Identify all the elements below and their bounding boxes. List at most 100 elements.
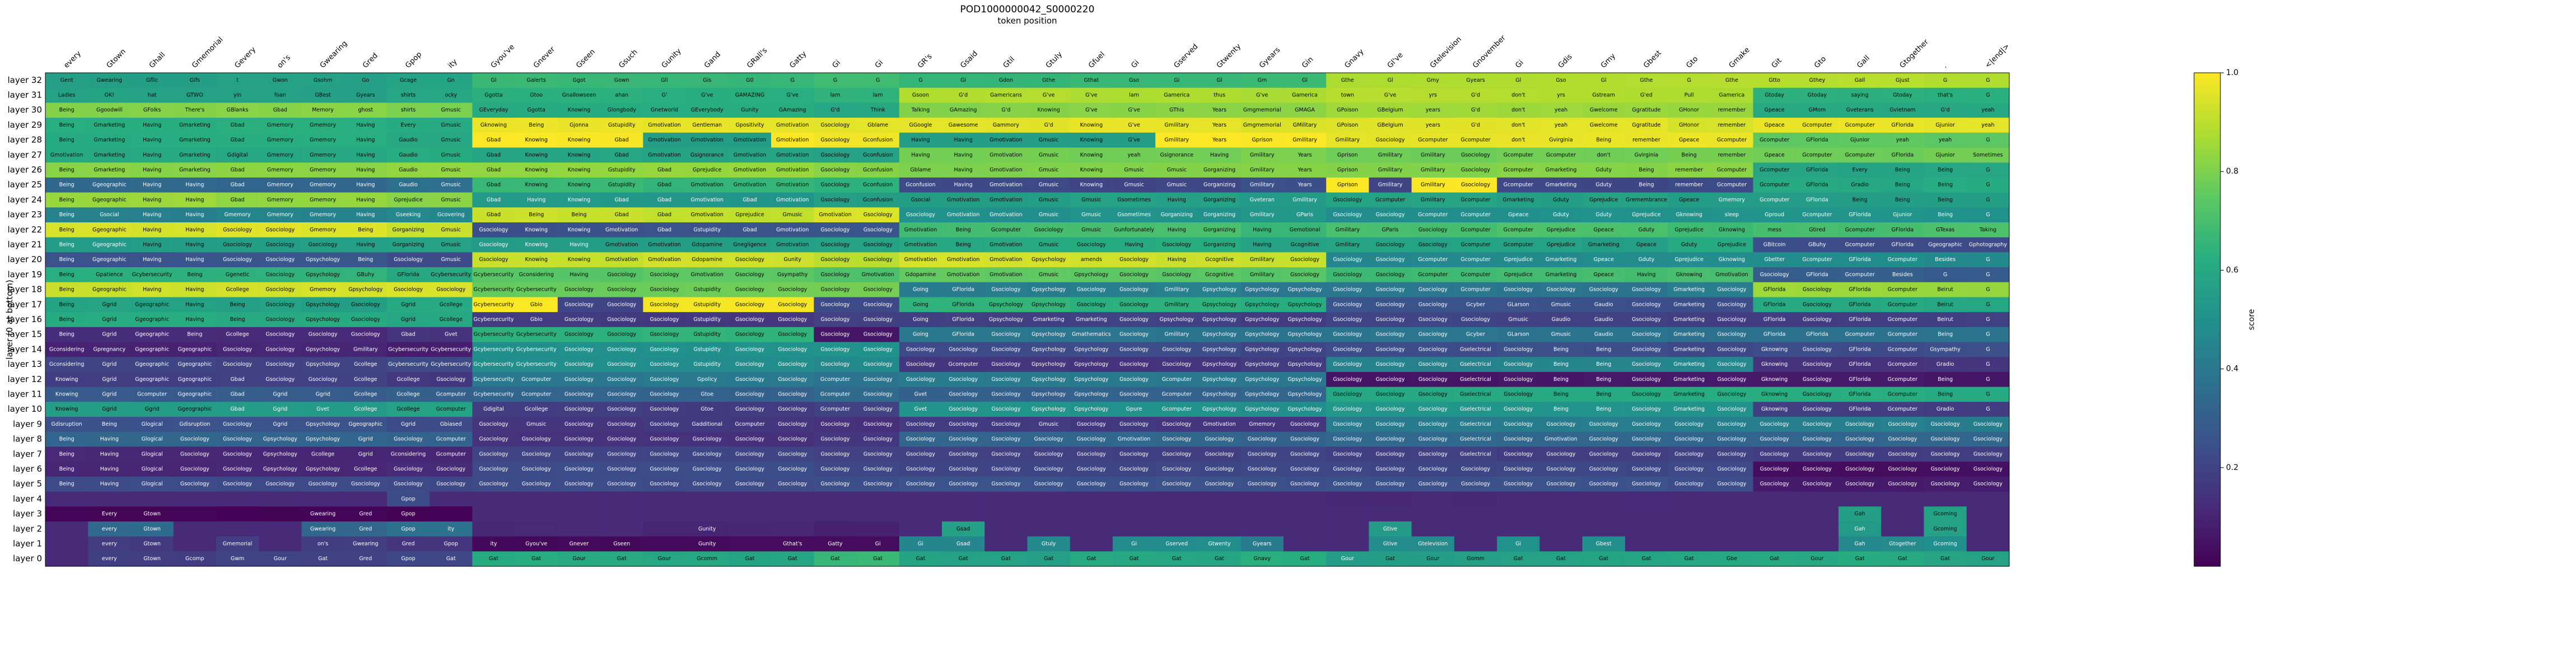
cell-label: Gbad bbox=[615, 137, 629, 143]
heatmap-cell bbox=[1881, 402, 1924, 417]
cell-label: Gnallowseen bbox=[562, 92, 596, 99]
heatmap-cell bbox=[1112, 446, 1156, 462]
y-tick-label: layer 13 bbox=[8, 359, 43, 369]
cell-label: Gsociology bbox=[864, 257, 893, 263]
heatmap-cell bbox=[942, 103, 985, 118]
cell-label: Gpsychology bbox=[306, 301, 340, 308]
heatmap-cell bbox=[430, 297, 473, 313]
heatmap-cell bbox=[1710, 252, 1753, 268]
cell-label: Gsociology bbox=[522, 466, 551, 472]
x-tick-labels: every Gtown Ghall Gmemorial Gevery on's Gweari… bbox=[62, 34, 2011, 70]
cell-label: Gour bbox=[1426, 556, 1439, 562]
cell-label: Gsociology bbox=[1290, 272, 1319, 278]
cell-label: Gtive bbox=[1383, 526, 1397, 532]
cell-label: Gred bbox=[359, 556, 372, 562]
heatmap-cell bbox=[173, 192, 217, 208]
heatmap-cell bbox=[1112, 267, 1156, 283]
cell-label: Having bbox=[185, 257, 204, 263]
cell-label: GFlorida bbox=[1849, 212, 1871, 218]
heatmap-cell bbox=[216, 371, 259, 388]
heatmap-cell bbox=[130, 521, 174, 537]
cell-label: Gsociology bbox=[1205, 436, 1234, 443]
cell-label: Gduty bbox=[1595, 212, 1612, 218]
cell-label: Gsociology bbox=[1333, 466, 1362, 472]
cell-label: G bbox=[1986, 272, 1990, 278]
cell-label: Ggeographic bbox=[178, 346, 212, 352]
x-tick-label: Gtuly bbox=[1044, 50, 1064, 69]
cell-label: Gmarketing bbox=[94, 122, 125, 128]
heatmap-cell bbox=[899, 476, 942, 492]
cell-label: Going bbox=[913, 332, 928, 338]
heatmap-cell bbox=[88, 132, 131, 148]
heatmap-cell bbox=[1924, 118, 1967, 133]
cell-label: Gadditional bbox=[692, 421, 722, 427]
heatmap-cell bbox=[344, 446, 388, 462]
cell-label: Gat bbox=[830, 556, 840, 562]
heatmap-cell bbox=[643, 162, 686, 178]
heatmap-cell bbox=[557, 222, 601, 238]
heatmap-cell bbox=[1625, 521, 1668, 537]
heatmap-cell bbox=[88, 491, 131, 507]
heatmap-cell bbox=[1966, 387, 2010, 402]
heatmap-cell bbox=[301, 87, 345, 103]
cell-label: Gmathematics bbox=[1072, 332, 1111, 338]
heatmap-cell bbox=[1539, 252, 1583, 268]
cell-label: Gmotivation bbox=[990, 212, 1022, 218]
cell-label: Gseeking bbox=[396, 212, 421, 218]
heatmap-cell bbox=[1710, 342, 1753, 357]
heatmap-cell bbox=[984, 132, 1028, 148]
heatmap-cell bbox=[1795, 267, 1839, 283]
heatmap-cell bbox=[1966, 282, 2010, 297]
heatmap-cell bbox=[1582, 312, 1626, 328]
heatmap-cell bbox=[643, 506, 686, 522]
cell-label: Gl bbox=[1388, 77, 1393, 83]
heatmap-cell bbox=[1027, 506, 1071, 522]
cell-label: Gstupidity bbox=[693, 301, 721, 308]
cell-label: Gsociology bbox=[991, 436, 1020, 443]
cell-label: Ggeographic bbox=[178, 361, 212, 367]
cell-label: Gthe bbox=[1725, 77, 1738, 83]
heatmap-cell bbox=[216, 476, 259, 492]
cell-label: Gsociology bbox=[1632, 287, 1661, 293]
heatmap-cell bbox=[1668, 536, 1711, 552]
cell-label: Gbad bbox=[657, 227, 671, 233]
cell-label: Gsociology bbox=[1162, 346, 1191, 352]
cell-label: Ggeographic bbox=[135, 346, 169, 352]
heatmap-cell bbox=[259, 506, 302, 522]
cell-label: Gmemory bbox=[267, 212, 293, 218]
cell-label: Gcoming bbox=[1933, 526, 1957, 532]
cell-label: Gmotivation bbox=[776, 122, 809, 128]
heatmap-cell bbox=[771, 506, 814, 522]
cell-label: Being bbox=[230, 316, 245, 323]
heatmap-cell bbox=[344, 103, 388, 118]
cell-label: Gour bbox=[1981, 556, 1994, 562]
heatmap-cell bbox=[45, 491, 88, 507]
heatmap-cell bbox=[45, 118, 88, 133]
heatmap-cell bbox=[430, 402, 473, 417]
heatmap-cell bbox=[1283, 192, 1327, 208]
heatmap-cell bbox=[301, 207, 345, 223]
cell-label: Gsociology bbox=[351, 316, 380, 323]
cell-label: Gtoe bbox=[701, 391, 713, 397]
heatmap-cell bbox=[301, 118, 345, 133]
cell-label: Gsociology bbox=[1461, 182, 1490, 188]
heatmap-cell bbox=[1497, 207, 1540, 223]
cell-label: Gmemory bbox=[310, 167, 336, 173]
cell-label: Being bbox=[59, 466, 74, 472]
heatmap-cell bbox=[1112, 521, 1156, 537]
cell-label: Ggrid bbox=[401, 301, 416, 308]
heatmap-cell bbox=[173, 387, 217, 402]
cell-label: Gsociology bbox=[1162, 436, 1191, 443]
cell-label: Gat bbox=[1086, 556, 1096, 562]
cell-label: Gsociology bbox=[1077, 466, 1106, 472]
heatmap-cell bbox=[45, 551, 88, 567]
heatmap-cell bbox=[216, 282, 259, 297]
cell-label: Gmotivation bbox=[1203, 421, 1235, 427]
cell-label: Gpeace bbox=[1765, 122, 1785, 128]
cell-label: Gsociology bbox=[1205, 466, 1234, 472]
heatmap-cell bbox=[1966, 132, 2010, 148]
heatmap-cell bbox=[1795, 103, 1839, 118]
heatmap-cell bbox=[1369, 387, 1412, 402]
cell-label: Gcollege bbox=[396, 406, 420, 412]
heatmap-cell bbox=[1924, 402, 1967, 417]
